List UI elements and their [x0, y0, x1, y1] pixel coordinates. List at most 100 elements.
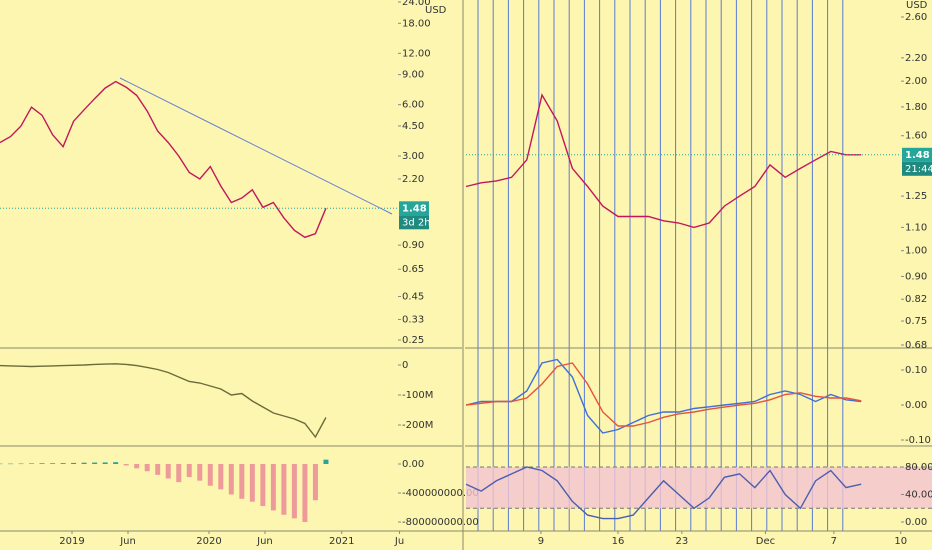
bar [50, 463, 56, 464]
y-tick-label: 0.10 [905, 365, 927, 376]
x-tick-label: 2019 [59, 536, 84, 547]
y-tick-label: 0.00 [905, 517, 927, 528]
price-tag: 1.48 [402, 203, 427, 214]
y-tick-label: 0.25 [402, 335, 424, 346]
x-tick-label: Jun [256, 536, 273, 547]
y-tick-label: 24.00 [402, 0, 431, 8]
y-tick-label: 2.20 [402, 174, 424, 185]
bar [0, 463, 3, 465]
bar [218, 464, 224, 490]
bar [302, 464, 308, 522]
bar [113, 462, 119, 464]
y-tick-label: -800000000.00 [402, 517, 479, 528]
y-tick-label: 0.45 [402, 291, 424, 302]
y-tick-label: 0.68 [905, 340, 927, 351]
bar [260, 464, 266, 507]
price-tag-bg [902, 147, 932, 162]
bar [207, 464, 213, 486]
y-tick-label: 0.75 [905, 316, 927, 327]
bar [18, 463, 24, 465]
x-tick-label: Ju [394, 536, 404, 547]
bar [281, 464, 287, 515]
bar [165, 464, 171, 479]
y-tick-label: 0 [402, 360, 408, 371]
y-tick-label: 1.80 [905, 102, 927, 113]
x-tick-label: 7 [831, 536, 837, 547]
y-tick-label: 0.65 [402, 264, 424, 275]
y-tick-label: 0.00 [905, 400, 927, 411]
currency: USD [906, 0, 928, 11]
x-tick-label: 10 [894, 536, 907, 547]
y-tick-label: 9.00 [402, 70, 424, 81]
price-line [465, 362, 862, 427]
bar [29, 463, 35, 464]
bar [312, 464, 318, 501]
y-tick-label: 40.00 [905, 490, 932, 501]
bar [92, 462, 98, 464]
y-tick-label: 4.50 [402, 121, 424, 132]
y-tick-label: 1.10 [905, 222, 927, 233]
countdown-bg [902, 161, 932, 176]
bar [249, 464, 255, 502]
y-tick-label: 2.00 [905, 76, 927, 87]
bar [123, 464, 129, 466]
price-line [465, 466, 862, 520]
y-tick-label: -0.10 [905, 435, 931, 446]
bar [323, 459, 329, 464]
bar [228, 464, 234, 495]
y-tick-label: 0.00 [402, 459, 424, 470]
y-tick-label: 0.90 [402, 240, 424, 251]
x-tick-label: 2021 [329, 536, 354, 547]
bar [8, 463, 14, 465]
y-tick-label: -100M [402, 390, 433, 401]
countdown-bg [399, 215, 429, 230]
x-tick-label: 2020 [196, 536, 221, 547]
bar [155, 464, 161, 475]
y-tick-label: 6.00 [402, 100, 424, 111]
x-tick-label: 16 [612, 536, 625, 547]
countdown: 21:44 [905, 164, 932, 175]
price-line [0, 363, 327, 439]
y-tick-label: 1.25 [905, 191, 927, 202]
x-tick-label: 23 [675, 536, 688, 547]
trend-line [119, 77, 393, 215]
y-tick-label: 1.00 [905, 246, 927, 257]
y-tick-label: 2.20 [905, 53, 927, 64]
bar [144, 464, 150, 472]
band [466, 467, 932, 509]
y-tick-label: 0.33 [402, 314, 424, 325]
y-tick-label: 1.60 [905, 131, 927, 142]
bar [197, 464, 203, 481]
price-tag: 1.48 [905, 150, 930, 161]
bar [71, 462, 77, 464]
bar [81, 462, 87, 464]
bar [176, 464, 182, 483]
y-tick-label: 2.60 [905, 12, 927, 23]
y-tick-label: -200M [402, 420, 433, 431]
bar [134, 464, 140, 469]
cycle-lines [477, 0, 844, 531]
bar [291, 464, 297, 519]
y-tick-label: 0.82 [905, 294, 927, 305]
bar [186, 464, 192, 478]
bar [239, 464, 245, 499]
price-tag-bg [399, 201, 429, 216]
y-tick-label: 0.90 [905, 271, 927, 282]
bar [39, 463, 45, 464]
countdown: 3d 2h [402, 217, 431, 228]
x-tick-label: Jun [119, 536, 136, 547]
y-tick-label: -400000000.00 [402, 488, 479, 499]
price-line [0, 80, 327, 239]
x-tick-label: Dec [756, 536, 775, 547]
currency: USD [425, 5, 447, 16]
bar [102, 462, 108, 464]
price-line [465, 93, 862, 229]
y-tick-label: 12.00 [402, 48, 431, 59]
y-tick-label: 80.00 [905, 462, 932, 473]
y-tick-label: 3.00 [402, 151, 424, 162]
x-tick-label: 9 [538, 536, 544, 547]
bar [270, 464, 276, 511]
y-tick-label: 18.00 [402, 18, 431, 29]
